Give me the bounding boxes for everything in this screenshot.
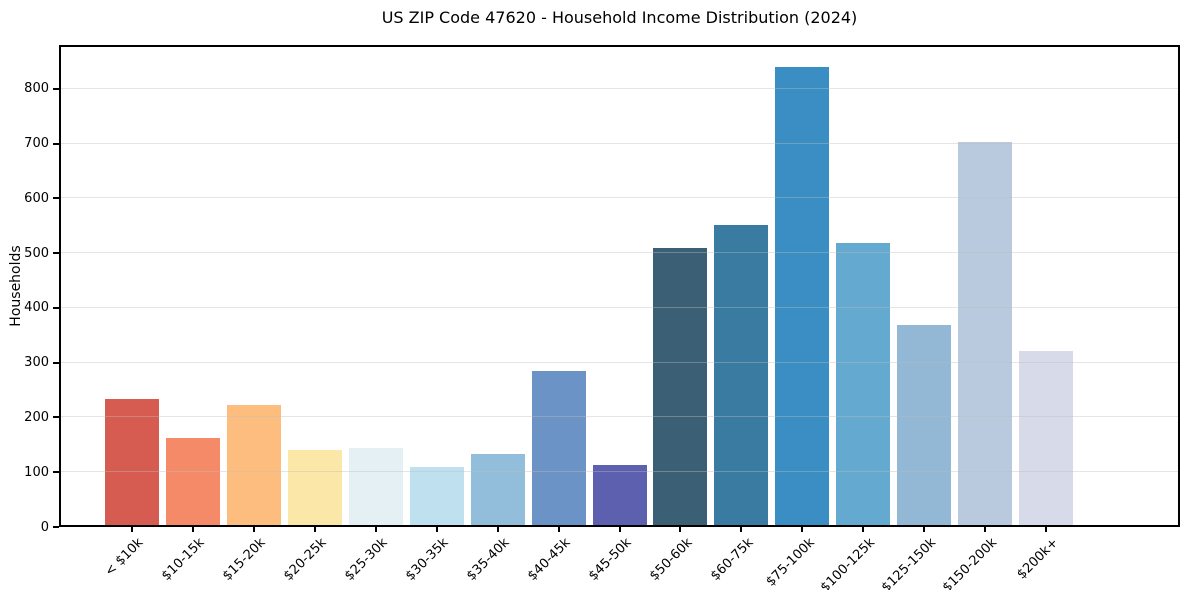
bar-$75-100k	[775, 67, 830, 527]
y-tick-mark	[53, 142, 59, 145]
bar-$45-50k	[592, 464, 647, 527]
y-tick-mark	[53, 306, 59, 309]
y-tick-label: 500	[24, 245, 49, 261]
x-tick-mark	[435, 527, 438, 532]
y-tick-label: 800	[24, 81, 49, 97]
y-tick-mark	[53, 416, 59, 419]
x-tick-label: $100-125k	[818, 535, 879, 590]
bar-$40-45k	[531, 370, 586, 527]
bar-$25-30k	[348, 447, 403, 527]
x-tick-label: $15-20k	[219, 535, 269, 584]
x-tick-mark	[923, 527, 926, 532]
x-tick-label: $30-35k	[402, 535, 452, 584]
x-tick-mark	[191, 527, 194, 532]
bar-$30-35k	[409, 466, 464, 527]
plot-area	[59, 45, 1180, 527]
x-tick-label: $20-25k	[280, 535, 330, 584]
y-tick-label: 400	[24, 300, 49, 316]
x-tick-label: $50-60k	[646, 535, 696, 584]
y-tick-mark	[53, 526, 59, 528]
x-tick-mark	[557, 527, 560, 532]
x-tick-label: $35-40k	[463, 535, 513, 584]
y-tick-mark	[53, 361, 59, 364]
x-tick-label: $10-15k	[158, 535, 208, 584]
gridline-300	[59, 361, 1180, 363]
chart-title: US ZIP Code 47620 - Household Income Dis…	[381, 8, 858, 27]
bar-$20-25k	[287, 450, 342, 527]
x-tick-mark	[862, 527, 865, 532]
y-tick-label: 300	[24, 355, 49, 371]
x-tick-mark	[740, 527, 743, 532]
x-tick-mark	[313, 527, 316, 532]
y-tick-label: 100	[24, 464, 49, 480]
bar-$125-150k	[897, 324, 952, 527]
x-tick-mark	[374, 527, 377, 532]
x-tick-label: $25-30k	[341, 535, 391, 584]
y-tick-mark	[53, 197, 59, 200]
y-tick-mark	[53, 471, 59, 474]
x-tick-mark	[1045, 527, 1048, 532]
gridline-400	[59, 306, 1180, 308]
x-tick-label: $75-100k	[763, 535, 818, 590]
y-tick-label: 700	[24, 136, 49, 152]
x-tick-label: $150-200k	[940, 535, 1001, 590]
x-tick-label: $45-50k	[585, 535, 635, 584]
bar-$200k+	[1019, 351, 1074, 527]
x-tick-mark	[252, 527, 255, 532]
bar-$50-60k	[653, 247, 708, 527]
gridline-500	[59, 252, 1180, 254]
x-tick-mark	[679, 527, 682, 532]
bar-$35-40k	[470, 453, 525, 527]
gridline-800	[59, 87, 1180, 89]
x-tick-label: $40-45k	[524, 535, 574, 584]
x-tick-mark	[984, 527, 987, 532]
bar-$10-15k	[165, 437, 220, 527]
x-tick-label: < $10k	[102, 535, 147, 580]
y-tick-label: 0	[40, 519, 49, 535]
bar-$100-125k	[836, 242, 891, 527]
y-tick-label: 600	[24, 190, 49, 206]
gridline-600	[59, 197, 1180, 199]
x-tick-mark	[496, 527, 499, 532]
x-tick-mark	[618, 527, 621, 532]
y-tick-mark	[53, 252, 59, 255]
bar-$60-75k	[714, 225, 769, 527]
bar-< $10k	[104, 399, 159, 527]
bar-$15-20k	[226, 405, 281, 527]
x-tick-label: $200k+	[1014, 535, 1062, 583]
x-tick-mark	[130, 527, 133, 532]
gridline-100	[59, 471, 1180, 473]
x-tick-label: $60-75k	[707, 535, 757, 584]
y-tick-label: 200	[24, 409, 49, 425]
gridline-200	[59, 416, 1180, 418]
x-tick-mark	[801, 527, 804, 532]
bar-$150-200k	[958, 141, 1013, 527]
gridline-700	[59, 142, 1180, 144]
x-tick-label: $125-150k	[879, 535, 940, 590]
y-tick-mark	[53, 87, 59, 90]
